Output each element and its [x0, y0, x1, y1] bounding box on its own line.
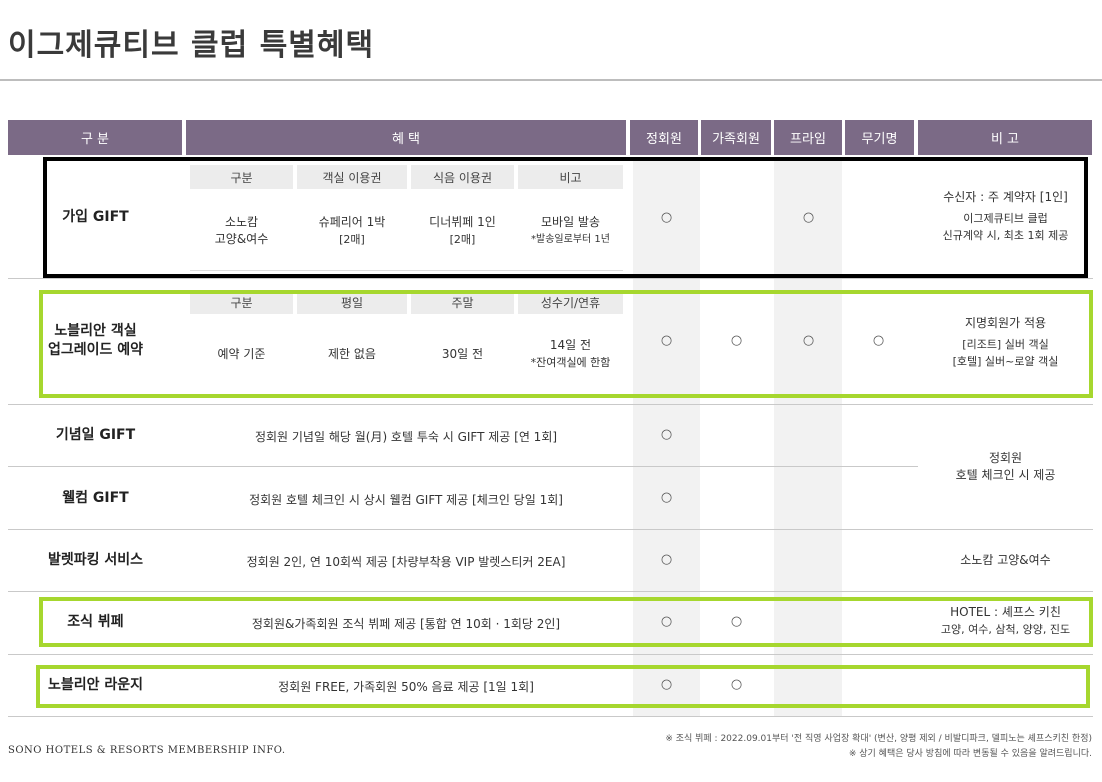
mark-family: ○ [730, 677, 743, 692]
row-divider [8, 716, 1093, 717]
sub-cell: 디너뷔페 1인 [2매] [411, 214, 514, 248]
sub-cell: 14일 전 *잔여객실에 한함 [518, 337, 623, 371]
benefit-welcome: 정회원 호텔 체크인 시 상시 웰컴 GIFT 제공 [체크인 당일 1회] [249, 493, 563, 507]
note-line: 이그제큐티브 클럽 [963, 212, 1048, 225]
brand-footer: SONO HOTELS & RESORTS MEMBERSHIP INFO. [8, 745, 286, 756]
note-line: 지명회원가 적용 [964, 316, 1047, 330]
cell-line: 14일 전 [549, 338, 592, 352]
sub-divider [190, 270, 623, 271]
header-remark: 비 고 [918, 120, 1092, 155]
note-gift: 정회원 호텔 체크인 시 제공 [918, 450, 1093, 484]
row-divider [8, 404, 1093, 405]
mark-regular: ○ [660, 614, 673, 629]
header-prime: 프라임 [774, 120, 842, 155]
sub-header: 평일 [297, 290, 407, 314]
mark-family: ○ [730, 614, 743, 629]
sub-header: 성수기/연휴 [518, 290, 623, 314]
sub-header: 구분 [190, 290, 293, 314]
mark-family: ○ [730, 333, 743, 348]
footnote-breakfast: ※ 조식 뷔페 : 2022.09.01부터 '전 직영 사업장 확대' (변산… [665, 734, 1092, 744]
header-benefit: 혜 택 [186, 120, 626, 155]
note-valet: 소노캄 고양&여수 [960, 553, 1051, 567]
row-divider [8, 278, 1093, 279]
mark-anonymous: ○ [872, 333, 885, 348]
sub-cell: 소노캄 고양&여수 [190, 214, 293, 248]
note-line: 고양, 여수, 삼척, 양양, 진도 [940, 623, 1071, 636]
sub-header: 주말 [411, 290, 514, 314]
mark-regular: ○ [660, 427, 673, 442]
sub-cell: 모바일 발송 *발송일로부터 1년 [518, 214, 623, 248]
footnote-policy: ※ 상기 혜택은 당사 방침에 따라 변동될 수 있음을 알려드립니다. [848, 749, 1092, 759]
cell-line: 고양&여수 [214, 232, 269, 246]
row-label-valet: 발렛파킹 서비스 [47, 552, 144, 568]
cell-line: [2매] [449, 233, 476, 246]
mark-prime: ○ [802, 333, 815, 348]
label-line: 업그레이드 예약 [47, 342, 144, 358]
note-line: [리조트] 실버 객실 [962, 338, 1049, 351]
benefit-lounge: 정회원 FREE, 가족회원 50% 음료 제공 [1일 1회] [278, 680, 534, 694]
mark-regular: ○ [660, 210, 673, 225]
header-regular: 정회원 [630, 120, 698, 155]
highlight-box-join-gift [43, 157, 1088, 278]
note-breakfast: HOTEL : 셰프스 키친 고양, 여수, 삼척, 양양, 진도 [918, 604, 1093, 638]
sub-header: 비고 [518, 165, 623, 189]
highlight-box-upgrade [39, 290, 1093, 398]
note-upgrade: 지명회원가 적용 [리조트] 실버 객실 [호텔] 실버~로얄 객실 [918, 315, 1093, 370]
cell-line: 슈페리어 1박 [318, 215, 386, 229]
note-line: 정회원 [988, 451, 1023, 465]
regular-column-shade [633, 160, 700, 716]
note-join-gift: 수신자 : 주 계약자 [1인] 이그제큐티브 클럽 신규계약 시, 최초 1회… [918, 189, 1093, 244]
highlight-box-lounge [36, 665, 1090, 708]
row-divider [8, 529, 1093, 530]
row-label-welcome: 웰컴 GIFT [62, 490, 129, 506]
row-divider [8, 466, 918, 467]
label-line: 노블리안 객실 [54, 323, 137, 339]
prime-column-shade [774, 160, 842, 716]
header-anonymous: 무기명 [845, 120, 914, 155]
benefit-valet: 정회원 2인, 연 10회씩 제공 [차량부착용 VIP 발렛스티커 2EA] [246, 555, 566, 569]
cell-line: 모바일 발송 [540, 215, 600, 229]
note-line: 수신자 : 주 계약자 [1인] [943, 190, 1068, 204]
row-label-lounge: 노블리안 라운지 [47, 677, 144, 693]
sub-cell: 30일 전 [441, 347, 484, 361]
cell-line: *잔여객실에 한함 [530, 356, 611, 369]
cell-line: [2매] [339, 233, 365, 246]
row-label-upgrade: 노블리안 객실 업그레이드 예약 [8, 322, 183, 360]
mark-regular: ○ [660, 552, 673, 567]
sub-cell: 예약 기준 [217, 347, 266, 361]
cell-line: 디너뷔페 1인 [429, 215, 496, 229]
row-label-breakfast: 조식 뷔페 [67, 614, 124, 630]
mark-regular: ○ [660, 333, 673, 348]
note-line: 신규계약 시, 최초 1회 제공 [942, 229, 1069, 242]
sub-header: 식음 이용권 [411, 165, 514, 189]
row-divider [8, 591, 1093, 592]
row-divider [8, 654, 1093, 655]
page-title: 이그제큐티브 클럽 특별혜택 [8, 28, 375, 63]
row-label-join-gift: 가입 GIFT [62, 209, 129, 225]
sub-cell: 제한 없음 [328, 347, 376, 361]
cell-line: 소노캄 [224, 215, 259, 229]
row-label-anniversary: 기념일 GIFT [55, 427, 136, 443]
mark-regular: ○ [660, 490, 673, 505]
highlight-box-breakfast [39, 597, 1093, 647]
note-line: [호텔] 실버~로얄 객실 [952, 355, 1059, 368]
title-divider [0, 79, 1102, 81]
benefit-breakfast: 정회원&가족회원 조식 뷔페 제공 [통합 연 10회 · 1회당 2인] [251, 617, 561, 631]
sub-header: 객실 이용권 [297, 165, 407, 189]
sub-header: 구분 [190, 165, 293, 189]
benefit-anniversary: 정회원 기념일 해당 월(月) 호텔 투숙 시 GIFT 제공 [연 1회] [254, 430, 558, 444]
mark-regular: ○ [660, 677, 673, 692]
note-line: 호텔 체크인 시 제공 [955, 468, 1056, 482]
header-category: 구 분 [8, 120, 182, 155]
sub-cell: 슈페리어 1박 [2매] [297, 214, 407, 248]
mark-prime: ○ [802, 210, 815, 225]
header-family: 가족회원 [701, 120, 771, 155]
cell-line: *발송일로부터 1년 [531, 234, 610, 245]
note-line: HOTEL : 셰프스 키친 [950, 605, 1061, 619]
